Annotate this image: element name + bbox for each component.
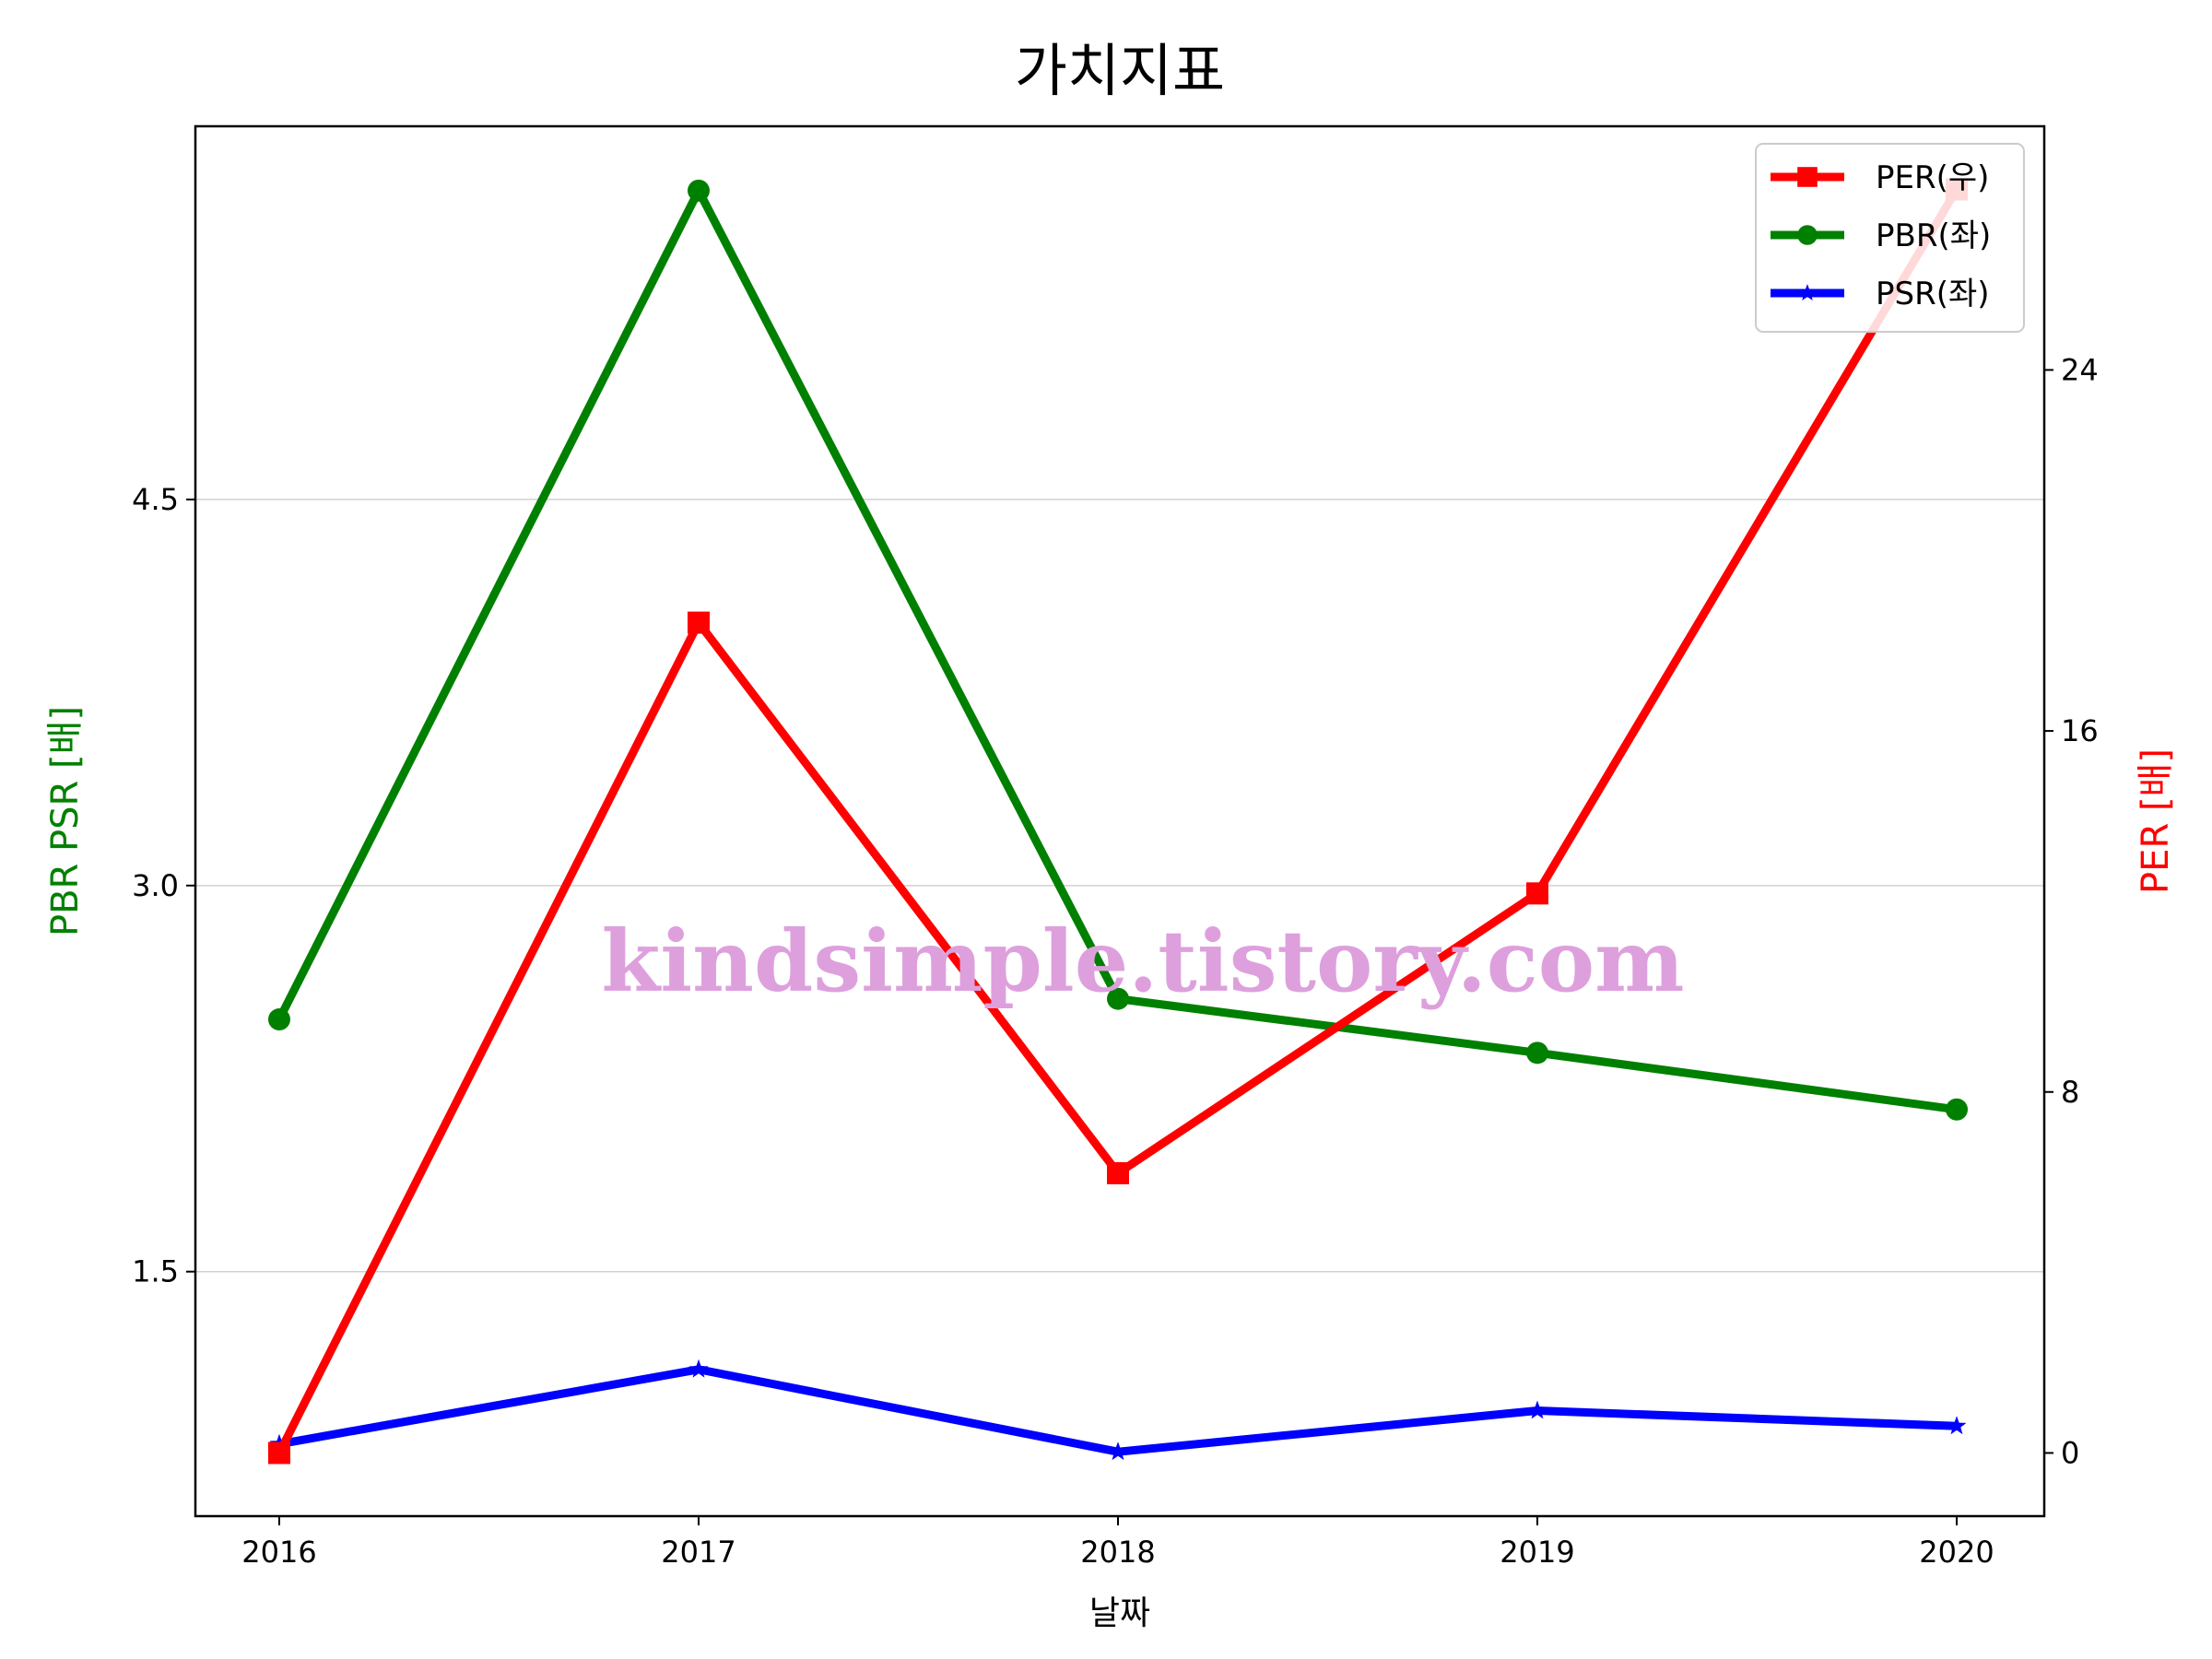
right-y-axis-label: PER [배] — [2135, 748, 2177, 894]
right-y-tick-label-1: 8 — [2061, 1075, 2079, 1110]
legend: PER(우) PBR(좌) PSR(좌) — [1755, 143, 2025, 333]
point-psr-2017 — [688, 1359, 709, 1378]
point-psr-2018 — [1108, 1441, 1128, 1461]
legend-item-psr: PSR(좌) — [1771, 276, 1990, 312]
point-per-2018 — [1107, 1161, 1129, 1184]
point-per-2017 — [688, 611, 710, 634]
x-tick-label-2017: 2017 — [661, 1535, 735, 1570]
legend-item-per: PER(우) — [1771, 159, 1989, 196]
legend-marker-psr — [1798, 284, 1817, 300]
legend-marker-per — [1797, 167, 1818, 187]
point-per-2019 — [1526, 882, 1548, 905]
right-y-tick-label-2: 16 — [2061, 713, 2099, 748]
left-y-axis: 1.5 3.0 4.5 — [132, 482, 195, 1289]
x-axis-label: 날짜 — [1089, 1594, 1150, 1632]
legend-label-pbr: PBR(좌) — [1876, 218, 1991, 254]
watermark: kindsimple.tistory.com — [601, 912, 1684, 1011]
point-per-2016 — [268, 1441, 290, 1465]
point-pbr-2018 — [1107, 987, 1129, 1010]
right-y-axis: 0 8 16 24 — [2044, 352, 2099, 1470]
right-y-tick-label-3: 24 — [2061, 352, 2099, 387]
x-tick-label-2019: 2019 — [1500, 1535, 1574, 1570]
legend-box — [1755, 143, 2025, 333]
left-y-tick-label-1: 3.0 — [132, 868, 179, 903]
right-y-tick-label-0: 0 — [2061, 1435, 2079, 1470]
point-pbr-2020 — [1946, 1098, 1968, 1121]
series-per — [268, 178, 1968, 1465]
chart-title: 가치지표 — [1015, 37, 1225, 104]
left-y-axis-label: PBR PSR [배] — [44, 706, 87, 936]
x-axis: 2016 2017 2018 2019 2020 — [241, 1516, 1994, 1570]
grid-lines — [195, 499, 2044, 1273]
point-psr-2019 — [1527, 1400, 1547, 1419]
point-pbr-2017 — [688, 179, 710, 202]
x-tick-label-2016: 2016 — [241, 1535, 316, 1570]
plot-frame — [194, 124, 2046, 1518]
left-y-tick-label-2: 4.5 — [132, 482, 179, 517]
left-y-tick-label-0: 1.5 — [132, 1254, 179, 1289]
legend-label-psr: PSR(좌) — [1876, 276, 1990, 312]
point-psr-2020 — [1947, 1416, 1967, 1435]
legend-marker-pbr — [1797, 225, 1818, 245]
series-pbr — [268, 179, 1968, 1121]
legend-label-per: PER(우) — [1876, 159, 1989, 196]
x-tick-label-2018: 2018 — [1080, 1535, 1155, 1570]
legend-item-pbr: PBR(좌) — [1771, 218, 1991, 254]
point-pbr-2019 — [1526, 1041, 1548, 1065]
series-lines — [268, 178, 1968, 1465]
point-pbr-2016 — [268, 1008, 290, 1031]
x-tick-label-2020: 2020 — [1919, 1535, 1994, 1570]
